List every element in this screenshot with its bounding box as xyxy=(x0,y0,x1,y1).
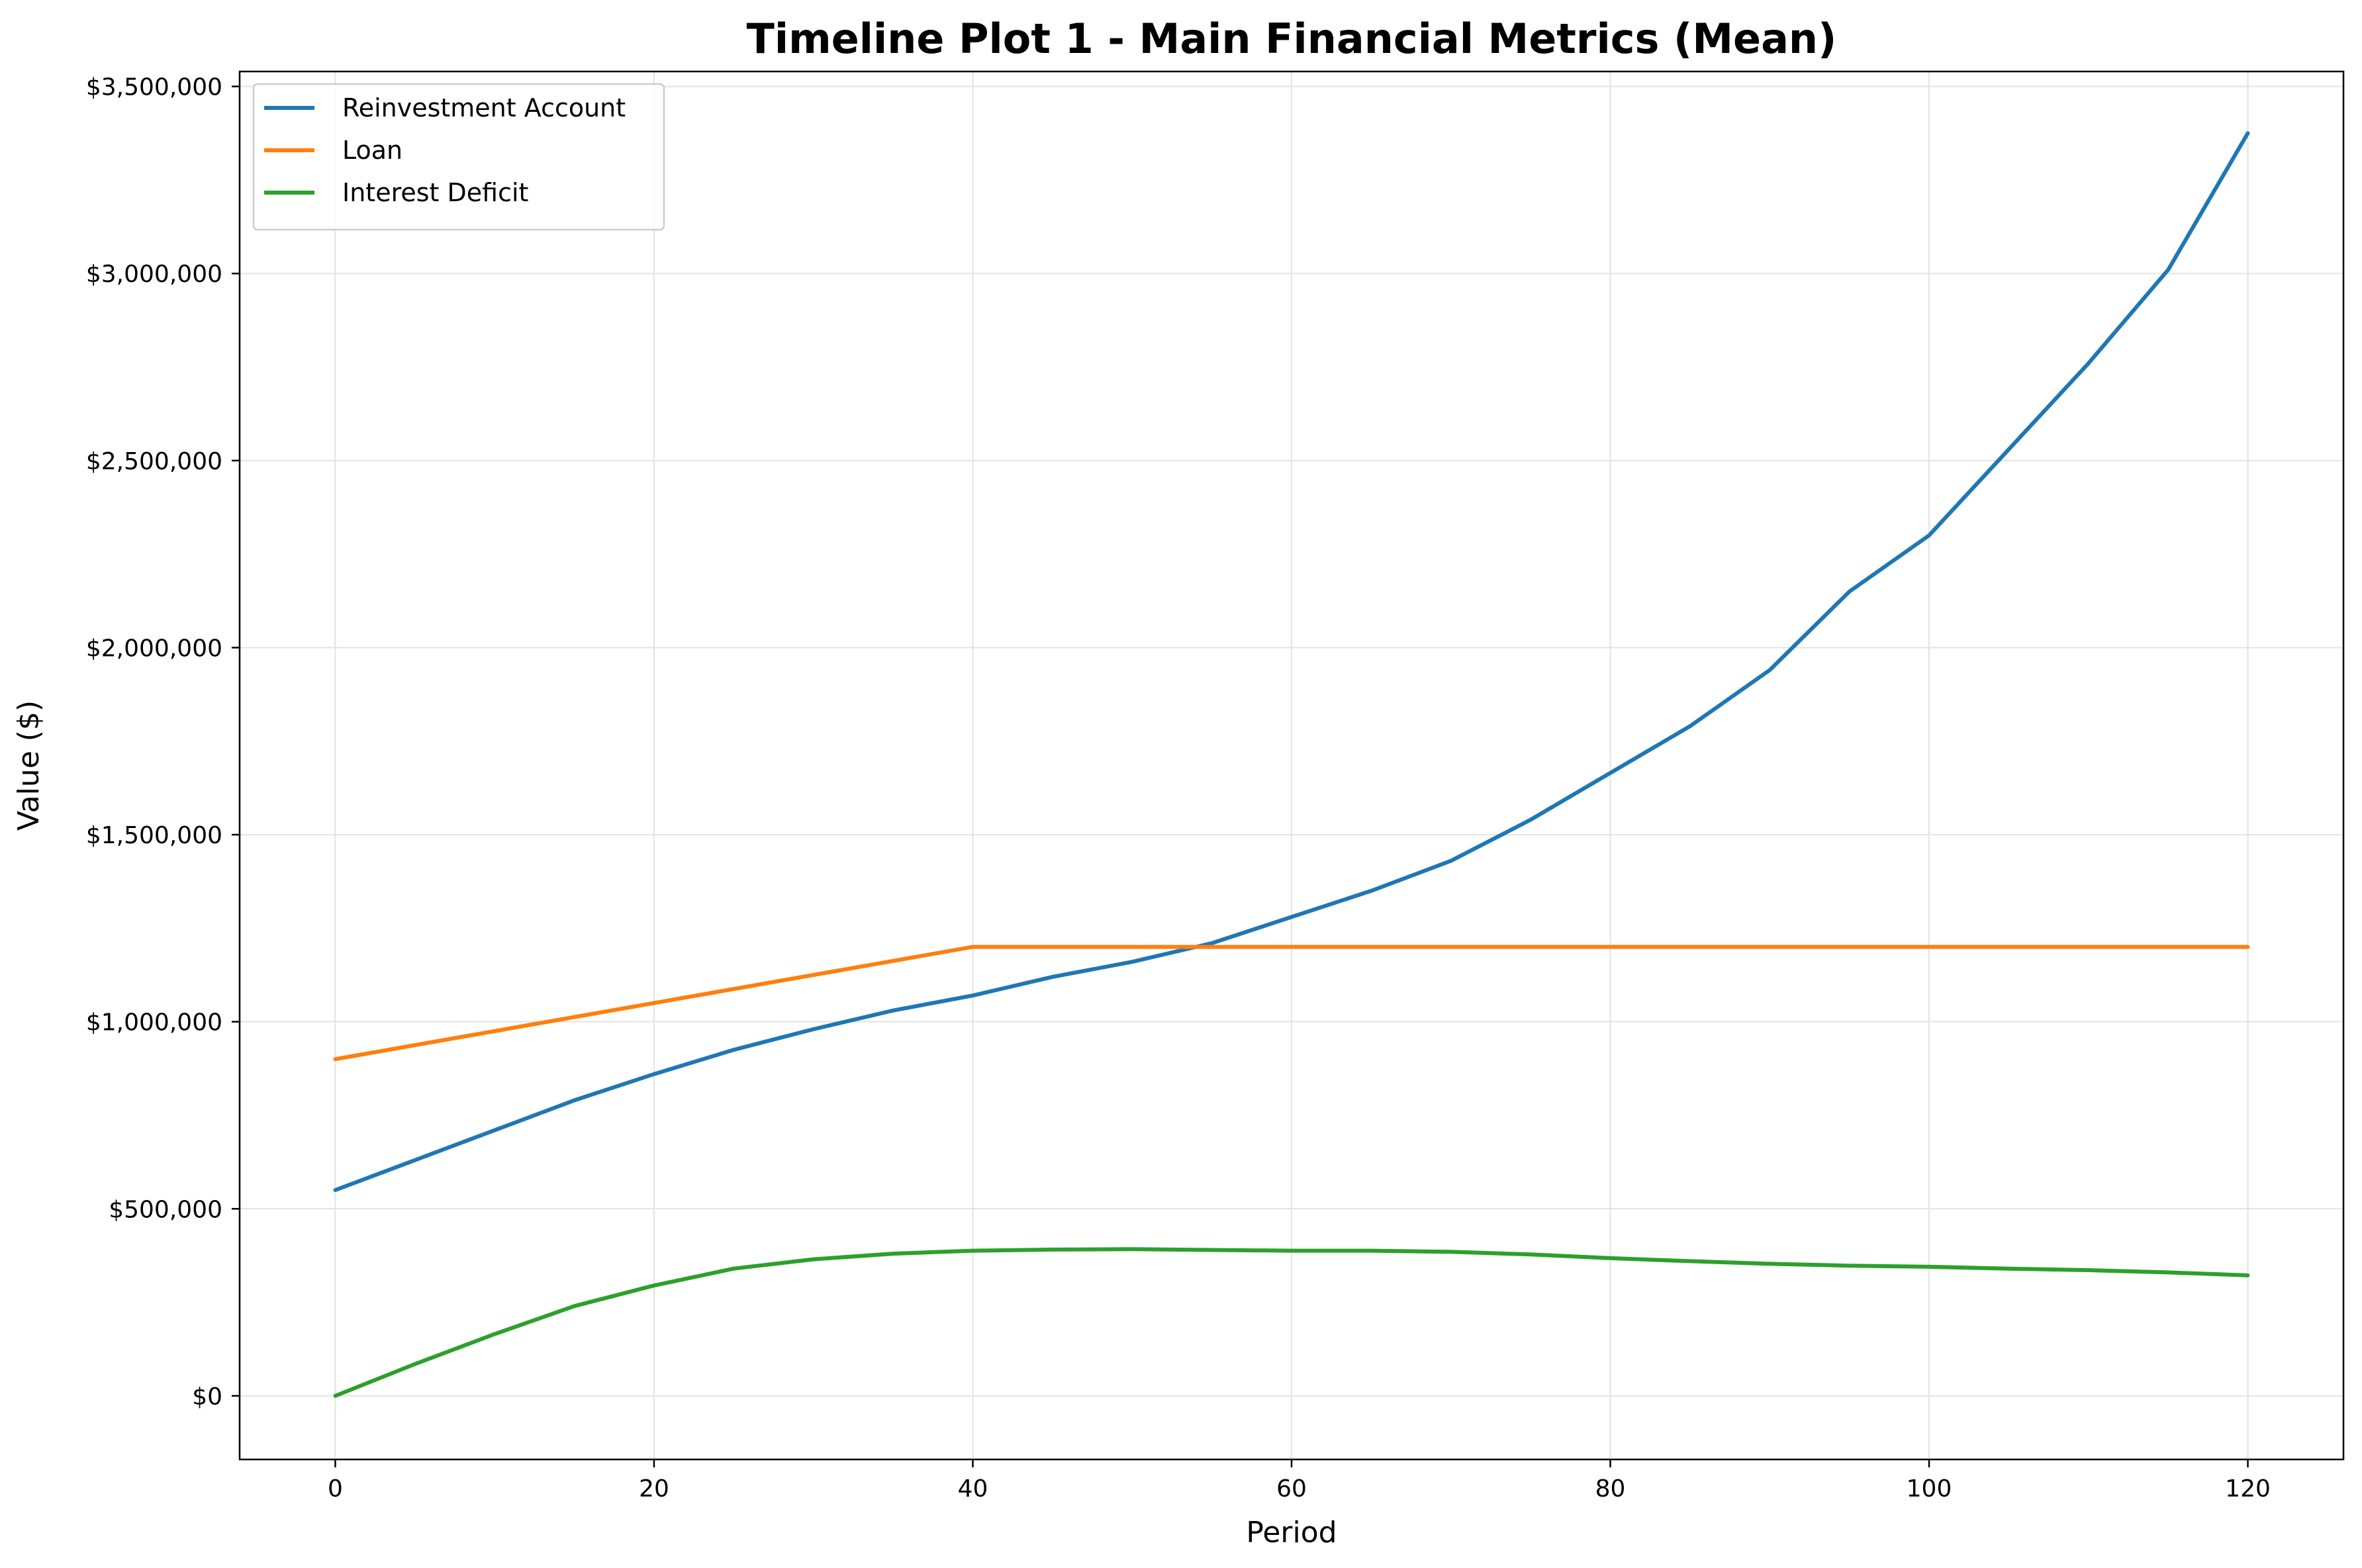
y-tick-label: $2,000,000 xyxy=(86,635,222,662)
legend-box xyxy=(252,83,665,231)
legend-label: Reinvestment Account xyxy=(342,93,626,122)
series-line xyxy=(333,131,2250,1192)
x-tick-label: 40 xyxy=(958,1475,988,1502)
x-tick-label: 120 xyxy=(2225,1475,2271,1502)
x-tick-label: 20 xyxy=(639,1475,669,1502)
series-line xyxy=(333,1247,2250,1398)
chart-title: Timeline Plot 1 - Main Financial Metrics… xyxy=(747,15,1837,63)
x-axis-label: Period xyxy=(1246,1516,1337,1549)
x-tick-label: 80 xyxy=(1595,1475,1626,1502)
y-tick-label: $500,000 xyxy=(109,1196,222,1223)
x-tick-label: 100 xyxy=(1907,1475,1952,1502)
y-tick-label: $0 xyxy=(192,1383,222,1410)
grid-lines xyxy=(240,71,2343,1459)
y-tick-label: $1,500,000 xyxy=(86,822,222,849)
x-tick-label: 60 xyxy=(1276,1475,1307,1502)
x-tick-label: 0 xyxy=(328,1475,343,1502)
y-tick-label: $3,500,000 xyxy=(86,74,222,101)
x-axis-ticks: 0 20 40 60 80 100 120 xyxy=(328,1459,2271,1502)
y-axis-ticks: $0 $500,000 $1,000,000 $1,500,000 $2,000,000… xyxy=(86,74,240,1410)
series-line xyxy=(333,945,2250,1062)
y-tick-label: $3,000,000 xyxy=(86,261,222,288)
series-lines xyxy=(333,131,2250,1398)
y-axis-label: Value ($) xyxy=(12,700,46,831)
legend-label: Interest Deficit xyxy=(342,178,528,207)
y-tick-label: $2,500,000 xyxy=(86,448,222,475)
y-tick-label: $1,000,000 xyxy=(86,1009,222,1037)
legend-label: Loan xyxy=(342,136,402,165)
legend: Reinvestment Account Loan Interest Deficit xyxy=(252,83,665,231)
